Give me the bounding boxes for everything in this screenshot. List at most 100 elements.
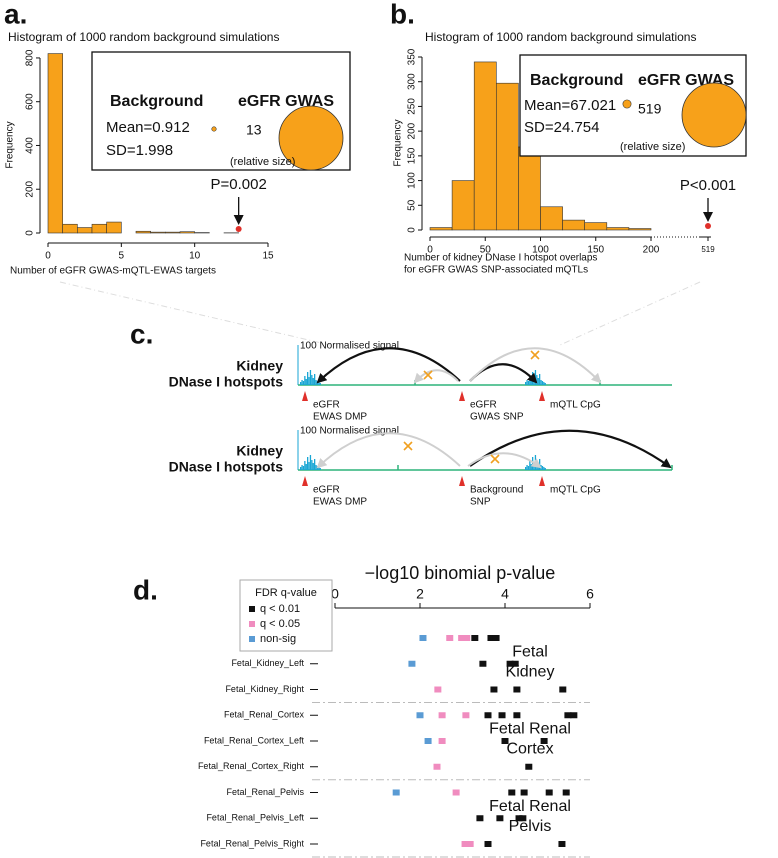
- signal-bar: [537, 378, 539, 385]
- x-tick-label: 0: [331, 586, 339, 602]
- row-label: Fetal_Renal_Pelvis_Left: [206, 813, 304, 823]
- point: [506, 660, 514, 667]
- marker-label: Background: [470, 485, 523, 496]
- mean-label: Mean=0.912: [106, 119, 190, 136]
- blocked: [423, 370, 433, 380]
- point: [408, 660, 416, 667]
- bar: [77, 227, 93, 234]
- y-tick-label: 600: [25, 93, 36, 110]
- point: [476, 815, 484, 822]
- legend-label: q < 0.01: [260, 603, 300, 615]
- point: [461, 841, 469, 847]
- point: [515, 815, 523, 822]
- signal-bar: [314, 374, 316, 385]
- bar: [106, 221, 122, 234]
- x-axis-label: Number of eGFR GWAS-mQTL-EWAS targets: [10, 266, 216, 277]
- interaction-arrow: [469, 347, 602, 384]
- marker-triangle: [302, 476, 308, 486]
- point: [513, 712, 521, 719]
- bar: [91, 223, 107, 234]
- observed-point: [235, 226, 242, 232]
- panel-letter: a.: [4, 0, 27, 29]
- point: [487, 635, 495, 641]
- panel-letter: b.: [390, 0, 415, 29]
- bubble: [278, 105, 344, 171]
- point: [511, 660, 519, 667]
- signal-bar: [527, 466, 530, 470]
- x-tick-label: 4: [501, 586, 509, 602]
- signal-bar: [530, 464, 532, 470]
- value-label: 13: [246, 122, 262, 138]
- x-tick-label: 0: [45, 251, 51, 262]
- signal-bar: [308, 462, 310, 470]
- interaction-arrow: [469, 429, 672, 469]
- zoom-guide: [59, 281, 331, 346]
- signal-bar: [315, 465, 317, 470]
- signal-bar: [309, 370, 312, 385]
- point: [559, 686, 567, 693]
- legend-swatch: [249, 621, 255, 627]
- signal-bar: [539, 459, 541, 470]
- signal-bar: [318, 467, 320, 470]
- marker-triangle: [539, 391, 545, 401]
- track-title: DNase I hotspots: [169, 459, 284, 475]
- signal-bar: [311, 375, 313, 385]
- x-tick-label: 2: [416, 586, 424, 602]
- blocked: [530, 350, 540, 360]
- sd-label: SD=24.754: [524, 119, 599, 136]
- sd-label: SD=1.998: [106, 142, 173, 159]
- chart-title: Histogram of 1000 random background simu…: [425, 30, 696, 44]
- point: [562, 789, 570, 796]
- y-tick-label: 300: [407, 73, 418, 90]
- point: [466, 841, 474, 847]
- signal-bar: [318, 382, 320, 385]
- marker-label: SNP: [470, 497, 491, 508]
- point: [424, 738, 432, 744]
- signal-bar: [309, 455, 312, 470]
- interaction-arrow: [467, 452, 542, 469]
- signal-bar: [526, 380, 528, 385]
- bubble-note: (relative size): [230, 156, 295, 168]
- signal-bar: [532, 457, 534, 470]
- row-label: Fetal_Renal_Pelvis_Right: [200, 838, 304, 848]
- signal-bar: [307, 372, 309, 385]
- x-axis-label: for eGFR GWAS SNP-associated mQTLs: [404, 265, 588, 276]
- signal-bar: [319, 468, 321, 470]
- y-tick-label: 100: [407, 172, 418, 189]
- x-tick-label: 200: [643, 245, 660, 256]
- marker-label: eGFR: [470, 400, 497, 411]
- p-value-label: P=0.002: [211, 176, 267, 193]
- point: [490, 686, 498, 693]
- x-tick-label: 10: [189, 251, 201, 262]
- panel-letter: d.: [133, 574, 158, 605]
- panel-letter: c.: [130, 318, 153, 349]
- point: [501, 738, 509, 744]
- point: [419, 635, 427, 641]
- point: [492, 635, 500, 641]
- signal-bar: [544, 468, 546, 470]
- signal-bar: [300, 467, 302, 470]
- signal-bar: [300, 382, 302, 385]
- bar: [628, 228, 652, 231]
- bar: [473, 61, 497, 231]
- bar: [429, 227, 453, 231]
- blocked: [403, 441, 413, 451]
- x-tick-label: 0: [427, 245, 433, 256]
- signal-bar: [307, 457, 309, 470]
- point: [452, 789, 460, 796]
- marker-label: GWAS SNP: [470, 412, 524, 423]
- marker-label: EWAS DMP: [313, 497, 367, 508]
- group-label: Fetal: [512, 643, 548, 660]
- signal-bar: [534, 370, 537, 385]
- bar: [518, 146, 541, 231]
- signal-bar: [543, 382, 545, 385]
- bar: [47, 53, 63, 234]
- signal-bar: [308, 377, 310, 385]
- bar: [62, 223, 78, 234]
- track-title: Kidney: [236, 358, 283, 374]
- signal-bar: [315, 380, 317, 385]
- signal-bar: [312, 378, 314, 385]
- marker-triangle: [459, 476, 465, 486]
- x-tick-label: 50: [480, 245, 492, 256]
